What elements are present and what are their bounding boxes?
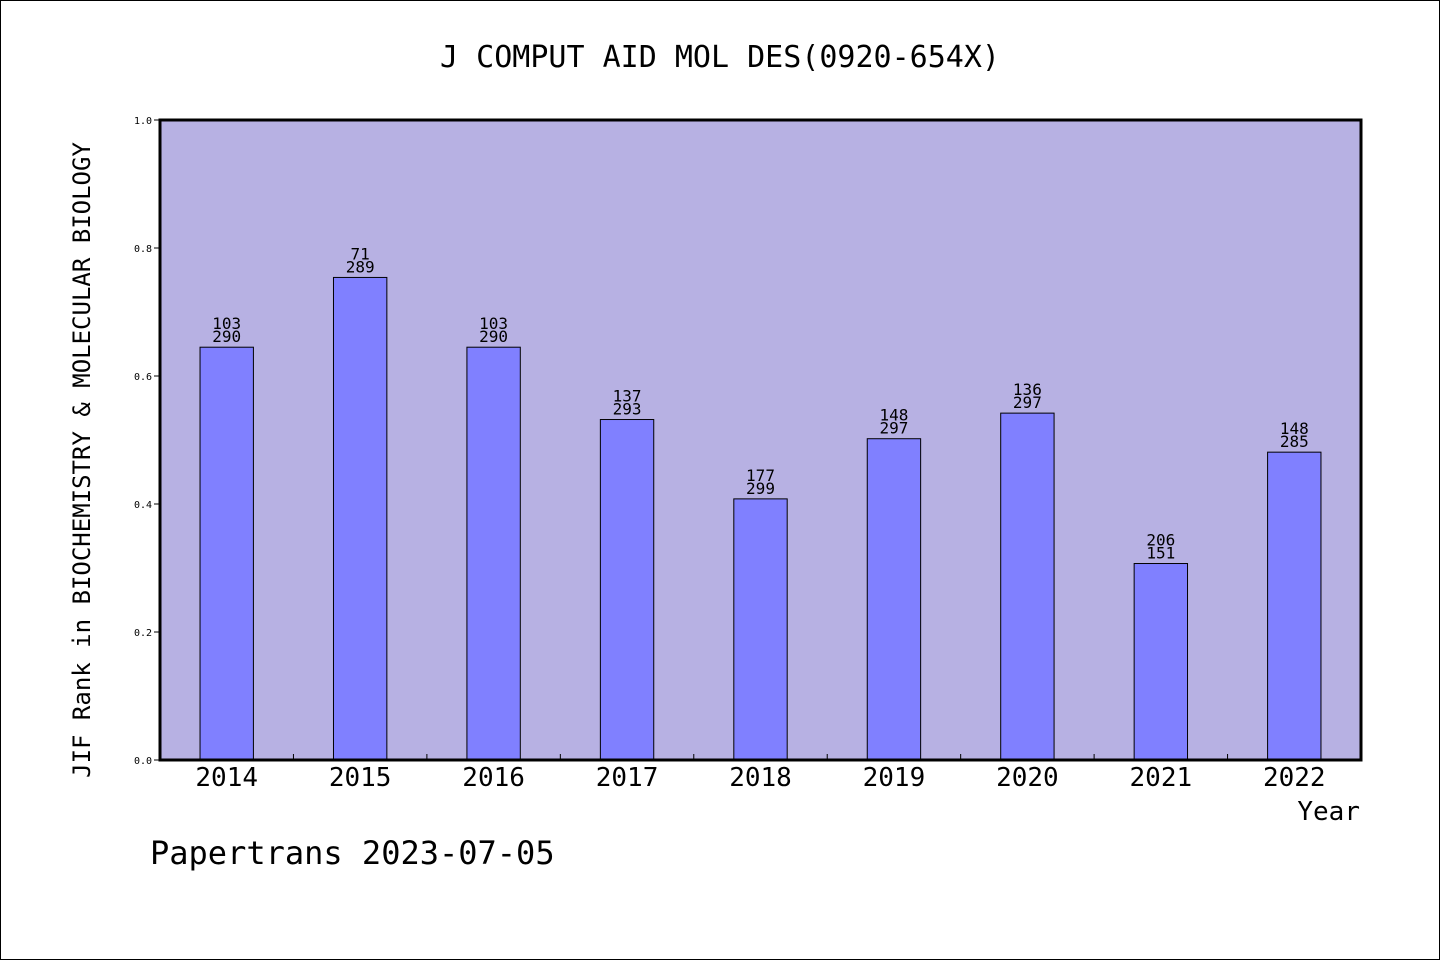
y-axis-label: JIF Rank in BIOCHEMISTRY & MOLECULAR BIO… <box>68 142 96 778</box>
bar-2014 <box>199 346 254 761</box>
bar-label-rank-2017: 137 <box>613 387 642 406</box>
bar-2022 <box>1267 451 1322 761</box>
bar-label-rank-2018: 177 <box>746 466 775 485</box>
y-tick-label: 0.4 <box>134 500 152 511</box>
bar-label-total-2017: 293 <box>613 400 642 419</box>
x-tick-label-2017: 2017 <box>596 763 659 793</box>
bar-label-total-2014: 290 <box>212 327 241 346</box>
y-tick-label: 0.8 <box>134 244 152 255</box>
bar-label-rank-2016: 103 <box>479 314 508 333</box>
x-tick-label-2019: 2019 <box>863 763 926 793</box>
bar-2019 <box>866 438 922 761</box>
bar-label-total-2018: 299 <box>746 479 775 498</box>
y-tick-label: 0.2 <box>134 628 152 639</box>
x-axis: 2014 2015 2016 2017 2018 2019 2020 2021 2022 <box>195 754 1326 793</box>
bar-labels-group: 1032907128910329013729317729914829713629… <box>212 244 1308 562</box>
bar-2020 <box>1000 412 1055 761</box>
bar-label-total-2015: 289 <box>346 257 375 276</box>
x-tick-label-2018: 2018 <box>729 763 792 793</box>
y-tick-label: 0.6 <box>134 372 152 383</box>
bar-2021 <box>1133 563 1189 761</box>
bar-label-rank-2019: 148 <box>879 406 908 425</box>
footer-credit: Papertrans 2023-07-05 <box>150 834 555 872</box>
x-tick-label-2015: 2015 <box>329 763 392 793</box>
bar-2017 <box>599 419 655 761</box>
bar-label-rank-2021: 206 <box>1146 531 1175 550</box>
bar-2015 <box>332 276 388 761</box>
x-tick-label-2020: 2020 <box>996 763 1059 793</box>
bar-label-rank-2015: 71 <box>351 244 370 263</box>
y-tick-label: 0.0 <box>134 756 152 767</box>
x-axis-label: Year <box>1297 797 1360 827</box>
bar-label-total-2016: 290 <box>479 327 508 346</box>
chart-title: J COMPUT AID MOL DES(0920-654X) <box>440 40 1000 75</box>
x-tick-label-2016: 2016 <box>462 763 525 793</box>
bar-label-total-2020: 297 <box>1013 393 1042 412</box>
bar-2018 <box>733 498 788 761</box>
bar-label-total-2019: 297 <box>879 419 908 438</box>
y-tick-label: 1.0 <box>134 116 152 127</box>
bar-label-rank-2022: 148 <box>1280 419 1309 438</box>
bar-label-rank-2014: 103 <box>212 314 241 333</box>
bars-group <box>199 276 1322 761</box>
x-tick-label-2014: 2014 <box>195 763 258 793</box>
bar-label-total-2021: 151 <box>1146 544 1175 563</box>
bar-label-total-2022: 285 <box>1280 432 1309 451</box>
plot-border <box>158 118 1363 762</box>
y-axis: 0.0 0.2 0.4 0.6 0.8 1.0 <box>134 116 160 767</box>
bar-2016 <box>466 346 521 761</box>
bar-label-rank-2020: 136 <box>1013 380 1042 399</box>
x-tick-label-2021: 2021 <box>1130 763 1193 793</box>
x-tick-label-2022: 2022 <box>1263 763 1326 793</box>
